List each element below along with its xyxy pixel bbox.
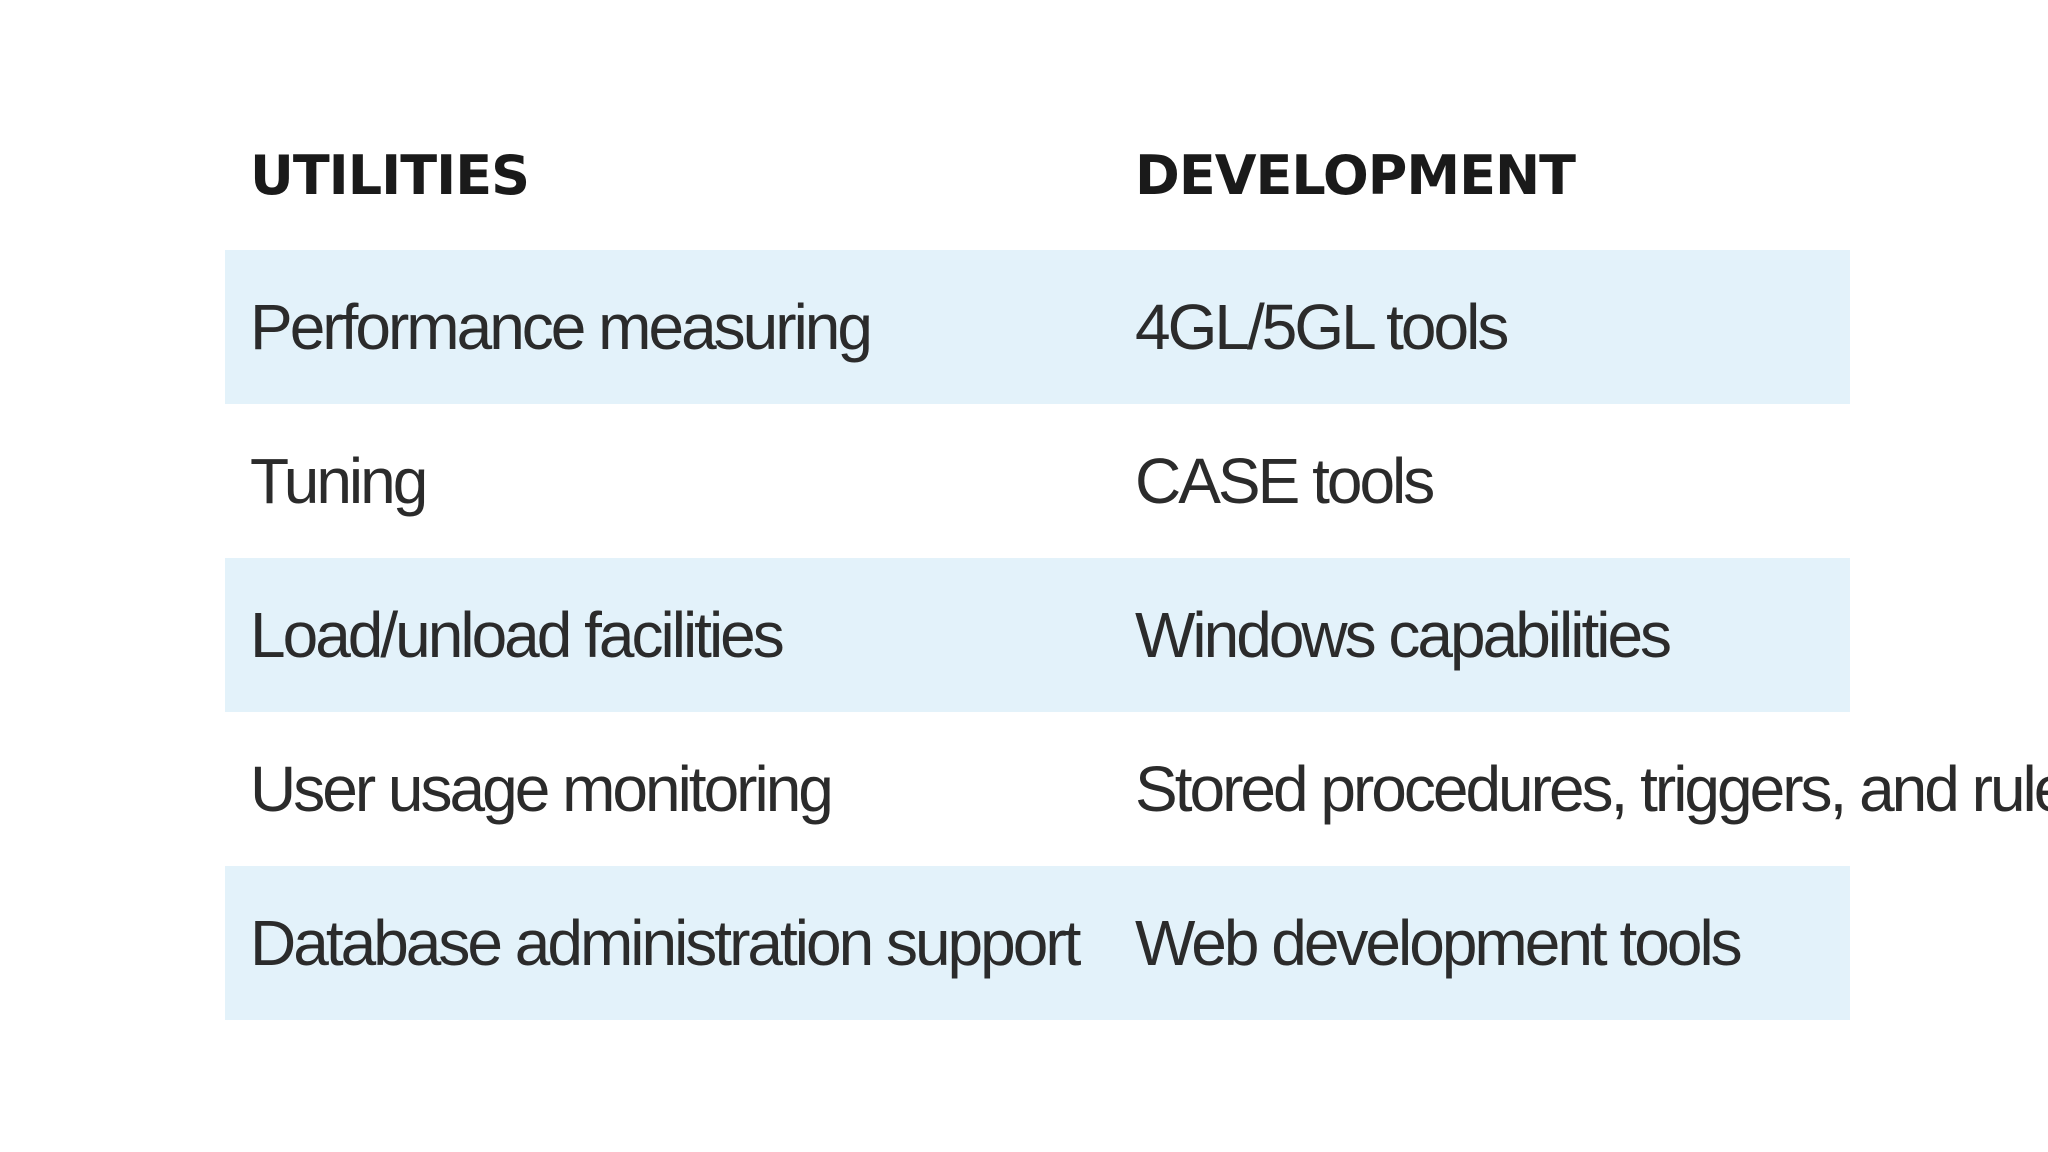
header-utilities: UTILITIES — [250, 143, 530, 207]
development-cell: CASE tools — [1135, 445, 1435, 517]
dbms-tools-table: UTILITIES DEVELOPMENT Performance measur… — [225, 100, 2048, 1020]
table-row: Performance measuring 4GL/5GL tools — [225, 250, 1850, 404]
development-cell: Stored procedures, triggers, and rules — [1135, 753, 2048, 825]
table-row: Load/unload facilities Windows capabilit… — [225, 558, 1850, 712]
utilities-cell: Tuning — [250, 445, 428, 517]
development-cell: Windows capabilities — [1135, 599, 1672, 671]
header-development: DEVELOPMENT — [1135, 143, 1576, 207]
table-row: Tuning CASE tools — [225, 404, 1850, 558]
table-header-row: UTILITIES DEVELOPMENT — [225, 100, 1850, 250]
utilities-cell: Database administration support — [250, 907, 1081, 979]
table-row: User usage monitoring Stored procedures,… — [225, 712, 2048, 866]
utilities-cell: Load/unload facilities — [250, 599, 785, 671]
utilities-cell: User usage monitoring — [250, 753, 834, 825]
table-row: Database administration support Web deve… — [225, 866, 1850, 1020]
development-cell: 4GL/5GL tools — [1135, 291, 1509, 363]
development-cell: Web development tools — [1135, 907, 1743, 979]
utilities-cell: Performance measuring — [250, 291, 873, 363]
